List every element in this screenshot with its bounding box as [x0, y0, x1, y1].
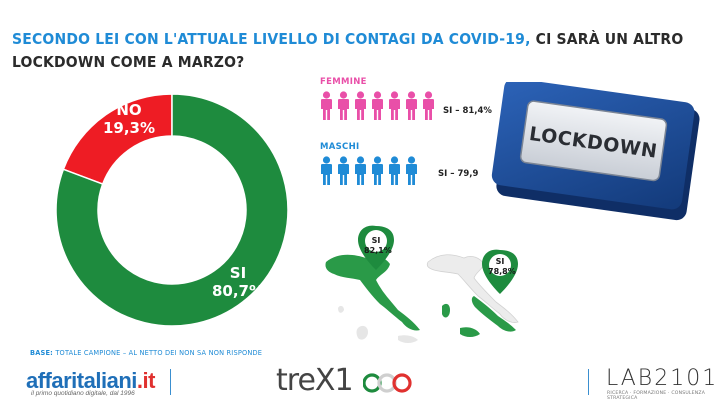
male-people-icons: [320, 156, 418, 186]
lockdown-key-image: LOCKDOWN: [491, 82, 700, 221]
question-part-2: ci sarà un altro lockdown come a marzo?: [12, 30, 684, 71]
region-pin-2: SI 78,8%: [488, 257, 516, 277]
region-pin-1-value: 82,1%: [364, 246, 392, 255]
donut-chart: [55, 93, 289, 327]
person-icon: [372, 91, 383, 120]
lab2101-logo: LAB2101: [606, 366, 719, 391]
si-category-label: SI: [229, 264, 247, 282]
person-icon: [406, 156, 417, 185]
question-title: Secondo lei con l'attuale livello di con…: [12, 28, 702, 74]
no-category-label: NO: [116, 101, 142, 119]
italy-map-north: [325, 225, 420, 343]
region-pin-1: SI 82,1%: [364, 236, 392, 256]
italy-map-south: [426, 249, 519, 337]
person-icon: [321, 156, 332, 185]
affaritaliani-logo: affaritaliani.it: [26, 368, 155, 394]
person-icon: [338, 91, 349, 120]
trex-rings-icon: [363, 373, 412, 393]
footer-divider-left: [170, 369, 171, 395]
si-value-label: 80,7%: [211, 282, 265, 300]
brand-tld: .it: [136, 368, 156, 393]
person-icon: [355, 91, 366, 120]
person-icon: [389, 156, 400, 185]
person-icon: [321, 91, 332, 120]
base-note-text: TOTALE CAMPIONE – AL NETTO DEI NON SA NO…: [55, 349, 263, 357]
male-value: SI – 79,9: [438, 169, 479, 179]
female-people-icons: [320, 91, 435, 121]
person-icon: [389, 91, 400, 120]
no-value-label: 19,3%: [102, 119, 156, 137]
person-icon: [355, 156, 366, 185]
region-pin-2-label: SI: [495, 257, 505, 266]
base-note-prefix: BASE:: [30, 349, 54, 357]
person-icon: [423, 91, 434, 120]
region-pin-2-value: 78,8%: [488, 267, 516, 276]
lab2101-tagline: RICERCA · FORMAZIONE · CONSULENZA STRATE…: [607, 391, 706, 401]
question-part-1: Secondo lei con l'attuale livello di con…: [12, 30, 531, 48]
person-icon: [372, 156, 383, 185]
si-slice: [55, 93, 289, 327]
brand-tagline: il primo quotidiano digitale, dal 1996: [31, 390, 135, 397]
male-title: MASCHI: [320, 142, 360, 152]
footer-divider-right: [588, 369, 589, 395]
trex-text: treX1: [276, 363, 354, 398]
person-icon: [406, 91, 417, 120]
si-slice-label: SI 80,7%: [203, 264, 273, 300]
brand-main: affaritaliani: [26, 368, 137, 393]
region-pin-1-label: SI: [371, 236, 381, 245]
trex-logo: treX1: [276, 363, 354, 398]
base-note: BASE: TOTALE CAMPIONE – AL NETTO DEI NON…: [30, 349, 262, 357]
no-slice-label: NO 19,3%: [96, 101, 162, 137]
female-value: SI – 81,4%: [443, 106, 492, 116]
person-icon: [338, 156, 349, 185]
female-title: FEMMINE: [320, 77, 367, 87]
